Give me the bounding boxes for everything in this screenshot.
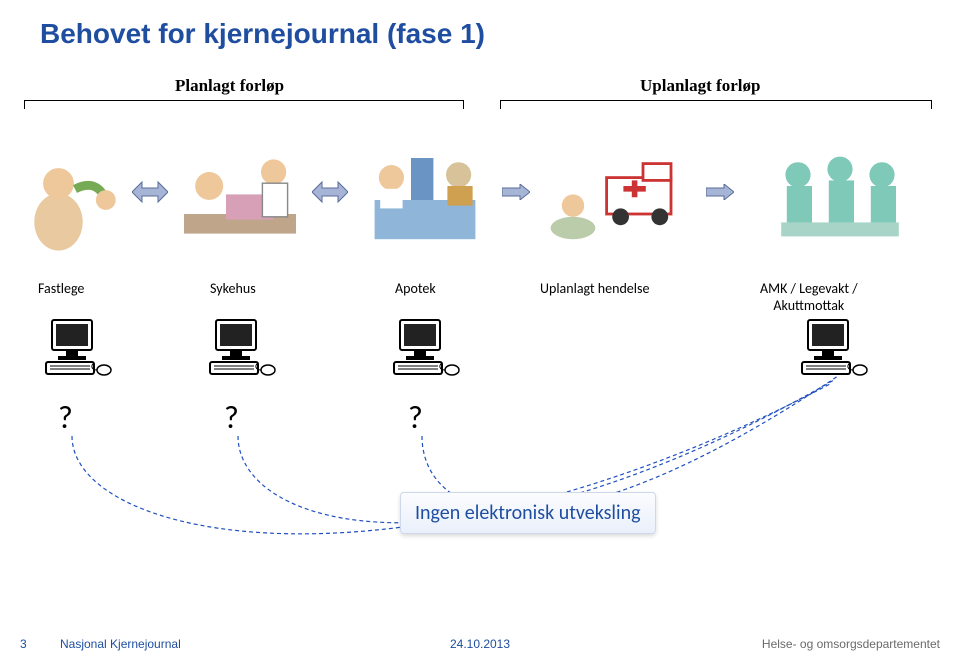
footer-dept: Helse- og omsorgsdepartementet: [762, 637, 940, 651]
callout-no-exchange: Ingen elektronisk utveksling: [400, 492, 656, 534]
footer-page: 3: [20, 637, 27, 651]
dashed-connections: [0, 0, 960, 661]
footer: 3 Nasjonal Kjernejournal 24.10.2013 Hels…: [0, 631, 960, 651]
footer-title: Nasjonal Kjernejournal: [60, 637, 181, 651]
footer-date: 24.10.2013: [450, 637, 510, 651]
dash-path-3: [422, 376, 838, 511]
